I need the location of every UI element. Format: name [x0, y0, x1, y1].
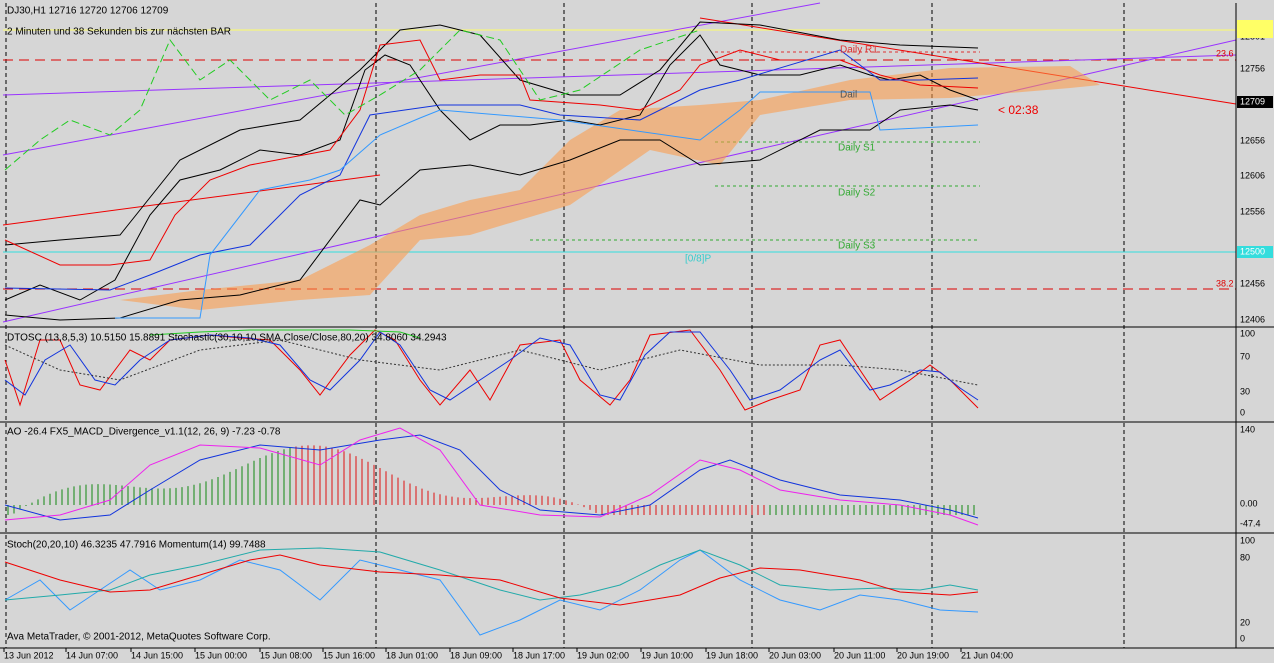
time-label: 19 Jun 02:00 [577, 650, 629, 660]
panel-axis-label: 80 [1240, 552, 1250, 562]
time-label: 15 Jun 16:00 [323, 650, 375, 660]
price-label: 12556 [1240, 206, 1265, 216]
price-label: 12406 [1240, 314, 1265, 324]
bollinger-lower [4, 104, 979, 321]
panel-axis-label: 20 [1240, 617, 1250, 627]
panel-title: Stoch(20,20,10) 46.3235 47.7916 Momentum… [7, 540, 266, 551]
time-label: 21 Jun 04:00 [961, 650, 1013, 660]
pivot-price: 12500 [1240, 246, 1265, 256]
pivot-label: Daily R1 [840, 45, 878, 56]
time-label: 15 Jun 00:00 [195, 650, 247, 660]
stochastic-line [4, 339, 979, 386]
ao-histogram [7, 445, 975, 515]
dtosc-signal [4, 331, 979, 401]
pivot-label: Daily S3 [838, 241, 876, 252]
price-label: 12656 [1240, 135, 1265, 145]
time-label: 19 Jun 10:00 [641, 650, 693, 660]
panel-title: DTOSC (13,8,5,3) 10.5150 15.8891 Stochas… [7, 333, 447, 344]
panel-axis-label: 100 [1240, 328, 1255, 338]
chikou-line [115, 91, 979, 319]
panel-title: AO -26.4 FX5_MACD_Divergence_v1.1(12, 26… [7, 427, 281, 438]
pivot-label: Daily S1 [838, 143, 876, 154]
copyright: Ava MetaTrader, © 2001-2012, MetaQuotes … [7, 632, 271, 643]
panel-axis-label: 0.00 [1240, 498, 1258, 508]
panel-axis-label: 70 [1240, 351, 1250, 361]
tenkan-sen [4, 39, 979, 266]
pivot-label: Dail [840, 90, 857, 101]
dtosc-line [4, 329, 979, 411]
lagging-span [4, 29, 701, 171]
pivot-label: Daily S2 [838, 188, 876, 199]
stoch-main [4, 549, 979, 636]
panel-axis-label: 100 [1240, 535, 1255, 545]
price-levels [2, 2, 1237, 323]
time-label: 14 Jun 15:00 [131, 650, 183, 660]
time-label: 14 Jun 07:00 [66, 650, 118, 660]
time-label: 18 Jun 01:00 [386, 650, 438, 660]
macd-signal [4, 427, 979, 526]
panel-axis-label: 30 [1240, 386, 1250, 396]
fib-label: 38.2 [1216, 278, 1234, 288]
time-label: 18 Jun 17:00 [513, 650, 565, 660]
panel-axis-label: 0 [1240, 407, 1245, 417]
time-label: 20 Jun 11:00 [834, 650, 885, 660]
time-label: 20 Jun 19:00 [897, 650, 949, 660]
bar-timer: < 02:38 [998, 103, 1039, 117]
bar-countdown: 2 Minuten und 38 Sekunden bis zur nächst… [7, 27, 231, 38]
time-label: 13 Jun 2012 [4, 650, 54, 660]
time-axis: 13 Jun 2012 14 Jun 07:00 14 Jun 15:00 15 Ju… [3, 648, 1013, 660]
kijun-sen [4, 49, 979, 291]
ichimoku-cloud [120, 66, 1100, 310]
murrey-label: [0/8]P [685, 254, 711, 265]
panel-axis-label: 0 [1240, 633, 1245, 643]
time-label: 18 Jun 09:00 [450, 650, 502, 660]
momentum-line [4, 554, 979, 606]
time-label: 19 Jun 18:00 [706, 650, 758, 660]
macd-line [4, 434, 979, 521]
fib-label: 23.6 [1216, 48, 1234, 58]
time-label: 20 Jun 03:00 [769, 650, 821, 660]
price-label: 12606 [1240, 170, 1265, 180]
panel-axis-label: -47.4 [1240, 518, 1261, 528]
current-price: 12709 [1240, 96, 1265, 106]
overbought-highlight [149, 329, 421, 339]
price-label: 12756 [1240, 63, 1265, 73]
symbol-info: DJ30,H1 12716 12720 12706 12709 [7, 6, 169, 17]
time-label: 15 Jun 08:00 [260, 650, 312, 660]
panel-axis-label: 140 [1240, 424, 1255, 434]
price-label: 12456 [1240, 278, 1265, 288]
price-axis: 12801 12756 12709 12656 12606 12556 1250… [1235, 3, 1273, 648]
price-line [4, 34, 979, 301]
